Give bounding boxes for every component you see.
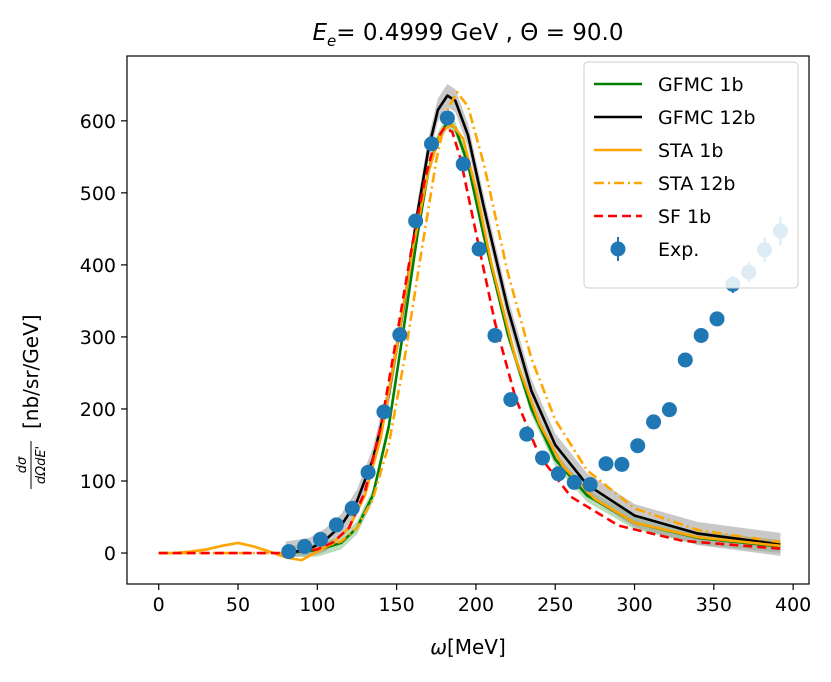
x-tick-label: 100: [299, 594, 335, 616]
exp-data-point: [646, 414, 662, 430]
series-line-sta-1b: [158, 123, 781, 562]
exp-data-point: [312, 531, 328, 547]
y-label-unit: [nb/sr/GeV]: [19, 314, 43, 429]
x-tick-label: 200: [458, 594, 494, 616]
exp-data-point: [439, 110, 455, 126]
x-tick-label: 150: [378, 594, 414, 616]
x-tick-label: 0: [153, 594, 165, 616]
exp-data-point: [328, 517, 344, 533]
exp-data-point: [424, 136, 440, 152]
exp-data-point: [344, 500, 360, 516]
x-tick-label: 250: [537, 594, 573, 616]
y-tick-label: 200: [80, 399, 116, 421]
exp-data-point: [281, 544, 297, 560]
legend-label-sf-1b: SF 1b: [658, 206, 711, 228]
exp-data-point: [709, 311, 725, 327]
legend-label-sta-12b: STA 12b: [658, 173, 735, 195]
exp-data-point: [582, 477, 598, 493]
y-tick-label: 400: [80, 255, 116, 277]
exp-data-point: [487, 327, 503, 343]
exp-data-point: [614, 456, 630, 472]
exp-data-point: [392, 327, 408, 343]
legend-label-gfmc-12b: GFMC 12b: [658, 107, 756, 129]
x-label-unit: [MeV]: [447, 635, 506, 659]
legend: GFMC 1b GFMC 12b STA 1b STA 12b SF 1b Exp.: [583, 61, 799, 289]
legend-box: [583, 61, 799, 289]
exp-data-point: [455, 156, 471, 172]
x-tick-label: 300: [616, 594, 652, 616]
title-theta-value: = 90.0: [538, 20, 623, 46]
exp-data-point: [693, 327, 709, 343]
plot-frame: [126, 55, 810, 585]
series-line-sta-12b: [158, 90, 781, 555]
chart-title: Ee= 0.4999 GeV , Θ = 90.0: [312, 20, 623, 50]
legend-label-exp: Exp.: [658, 239, 699, 261]
exp-data-point: [471, 241, 487, 257]
axis-ticks: 0 50 100 150 200 250 300 350 400 0 100 200 300 400 500…: [80, 111, 812, 616]
x-tick-label: 50: [226, 594, 250, 616]
exp-data-point: [535, 450, 551, 466]
x-tick-label: 400: [775, 594, 811, 616]
y-tick-label: 0: [104, 543, 116, 565]
title-theta-symbol: Θ: [520, 20, 538, 46]
x-label-symbol: ω: [430, 635, 447, 659]
legend-label-gfmc-1b: GFMC 1b: [658, 74, 744, 96]
title-energy-value: = 0.4999 GeV ,: [336, 20, 520, 46]
legend-label-sta-1b: STA 1b: [658, 140, 723, 162]
y-label-frac-denominator: dΩdE': [34, 446, 49, 484]
exp-data-point: [661, 402, 677, 418]
exp-data-point: [297, 539, 313, 555]
exp-data-point: [503, 392, 519, 408]
exp-data-point: [677, 352, 693, 368]
exp-data-point: [408, 213, 424, 229]
title-energy-subscript: e: [327, 32, 336, 50]
x-tick-label: 350: [696, 594, 732, 616]
title-energy-symbol: E: [312, 20, 327, 46]
y-tick-label: 600: [80, 111, 116, 133]
exp-data-point: [598, 456, 614, 472]
x-axis-label: ω[MeV]: [430, 635, 506, 659]
exp-data-point: [630, 438, 646, 454]
y-label-frac-numerator: dσ: [15, 456, 30, 473]
exp-data-point: [566, 474, 582, 490]
y-tick-label: 500: [80, 183, 116, 205]
y-tick-label: 300: [80, 327, 116, 349]
exp-data-point: [550, 466, 566, 482]
exp-data-point: [519, 426, 535, 442]
y-tick-label: 100: [80, 471, 116, 493]
exp-data-point: [360, 464, 376, 480]
y-axis-label: dσ dΩdE' [nb/sr/GeV]: [15, 314, 49, 489]
legend-swatch-exp: [610, 241, 626, 257]
exp-data-point: [376, 404, 392, 420]
